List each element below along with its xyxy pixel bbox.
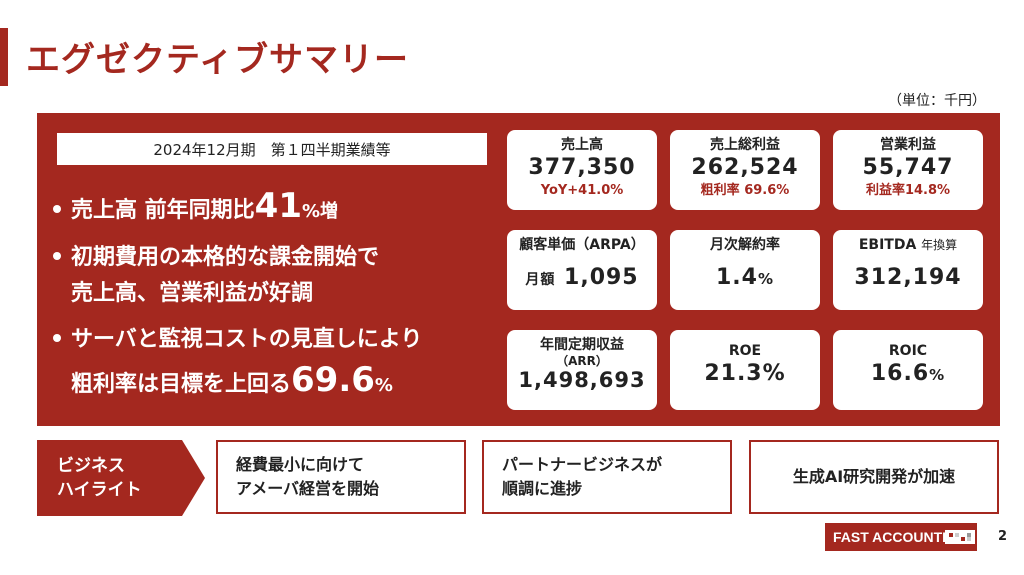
kpi-card-churn: 月次解約率 1.4% — [670, 230, 820, 310]
kpi-value: 377,350 — [528, 155, 636, 180]
kpi-card-gross-profit: 売上総利益 262,524 粗利率 69.6% — [670, 130, 820, 210]
kpi-label: ROE — [728, 343, 762, 359]
kpi-label: 月次解約率 — [710, 237, 780, 253]
kpi-value: 55,747 — [862, 155, 954, 180]
bullet-sales-growth: 売上高 前年同期比41%増 — [53, 188, 338, 230]
period-label: 2024年12月期 第１四半期業績等 — [57, 133, 487, 165]
bullet-text: 初期費用の本格的な課金開始で — [71, 245, 380, 270]
bullet-highlight-number: 69.6 — [291, 360, 375, 400]
kpi-label: 顧客単価（ARPA） — [519, 237, 645, 253]
bullet-text: サーバと監視コストの見直しにより — [71, 327, 423, 352]
bullet-dot — [53, 334, 61, 342]
title-accent-bar — [0, 28, 8, 86]
kpi-value: 16.6 — [870, 361, 930, 386]
highlight-partner: パートナービジネスが 順調に進捗 — [482, 440, 732, 514]
tag-line1: ビジネス — [57, 456, 125, 476]
kpi-value: 1,498,693 — [518, 368, 646, 392]
kpi-label-sub: （ARR） — [556, 354, 608, 368]
highlight-line1: パートナービジネスが — [502, 455, 663, 474]
kpi-card-arr: 年間定期収益 （ARR） 1,498,693 — [507, 330, 657, 410]
kpi-sub: 利益率14.8% — [865, 183, 951, 198]
kpi-card-ebitda: EBITDA 年換算 312,194 — [833, 230, 983, 310]
kpi-unit: % — [929, 366, 946, 384]
bullet-dot — [53, 205, 61, 213]
kpi-label: 売上高 — [561, 137, 603, 153]
business-highlight-tag: ビジネス ハイライト — [37, 440, 205, 516]
bullet-text-line2: 売上高、営業利益が好調 — [71, 281, 314, 306]
bullet-text: 売上高 前年同期比 — [71, 198, 255, 223]
bullet-text-line2: 粗利率は目標を上回る — [71, 372, 292, 397]
logo-text: FAST ACCOUNTING — [833, 529, 968, 545]
kpi-sub: 粗利率 69.6% — [700, 183, 790, 198]
kpi-sub: YoY+41.0% — [540, 183, 624, 198]
kpi-card-roe: ROE 21.3% — [670, 330, 820, 410]
kpi-label-note: 年換算 — [921, 238, 958, 252]
kpi-label: ROIC — [888, 343, 928, 359]
arrow-tag-shape — [37, 440, 205, 516]
kpi-label: 売上総利益 — [710, 137, 780, 153]
highlight-amoeba: 経費最小に向けて アメーバ経営を開始 — [216, 440, 466, 514]
kpi-value: 1.4 — [715, 265, 758, 290]
kpi-value: 262,524 — [691, 155, 799, 180]
bullet-highlight-number: 41 — [254, 186, 302, 226]
bullet-suffix: %増 — [302, 201, 339, 222]
page-title: エグゼクティブサマリー — [26, 40, 409, 80]
summary-panel: 2024年12月期 第１四半期業績等 売上高 前年同期比41%増 初期費用の本格… — [37, 113, 1000, 426]
highlight-line2: 順調に進捗 — [502, 479, 583, 498]
kpi-label: EBITDA — [858, 237, 917, 253]
kpi-label: 営業利益 — [880, 137, 936, 153]
kpi-card-sales: 売上高 377,350 YoY+41.0% — [507, 130, 657, 210]
highlight-genai: 生成AI研究開発が加速 — [749, 440, 999, 514]
kpi-card-arpa: 顧客単価（ARPA） 月額 1,095 — [507, 230, 657, 310]
kpi-prefix: 月額 — [525, 272, 556, 288]
bullet-initial-fee: 初期費用の本格的な課金開始で 売上高、営業利益が好調 — [53, 240, 379, 312]
highlight-line1: 経費最小に向けて — [236, 455, 365, 474]
kpi-unit: % — [757, 270, 774, 288]
highlight-line2: アメーバ経営を開始 — [236, 479, 380, 498]
bullet-suffix: % — [374, 375, 393, 396]
highlight-line1: 生成AI研究開発が加速 — [792, 467, 956, 486]
logo-pixel-icon — [945, 530, 975, 544]
kpi-value: 1,095 — [564, 265, 639, 290]
page-number: 2 — [998, 529, 1008, 544]
kpi-value: 312,194 — [854, 265, 962, 290]
kpi-value: 21.3% — [704, 361, 786, 386]
bullet-gross-margin: サーバと監視コストの見直しにより 粗利率は目標を上回る69.6% — [53, 322, 422, 404]
kpi-card-roic: ROIC 16.6% — [833, 330, 983, 410]
bullet-dot — [53, 252, 61, 260]
unit-note: （単位：千円） — [888, 93, 986, 109]
company-logo: FAST ACCOUNTING — [825, 523, 977, 551]
kpi-card-operating-profit: 営業利益 55,747 利益率14.8% — [833, 130, 983, 210]
tag-line2: ハイライト — [57, 480, 142, 500]
kpi-label: 年間定期収益 — [540, 337, 624, 353]
